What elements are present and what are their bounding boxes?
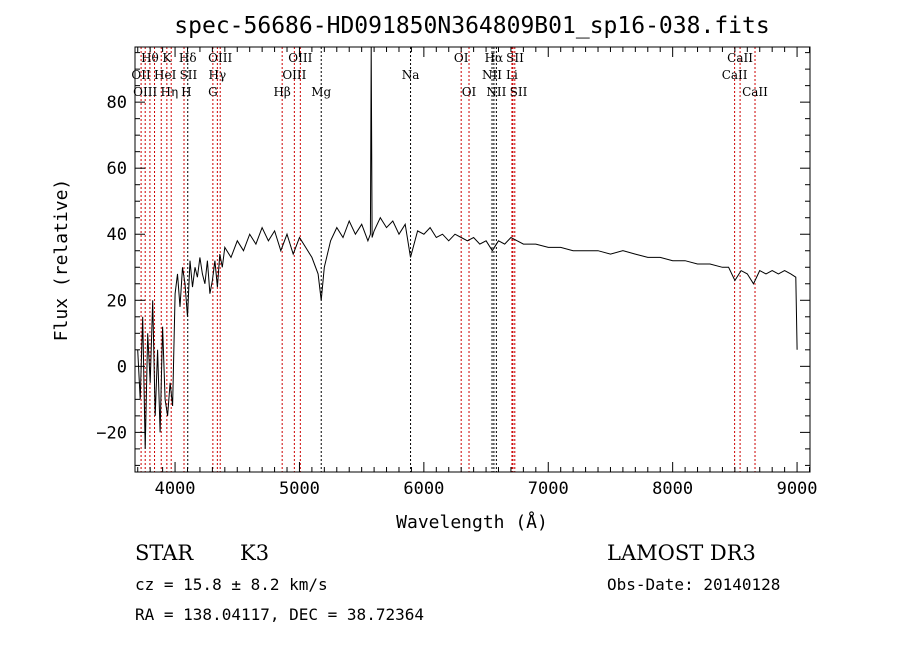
chart-title: spec-56686-HD091850N364809B01_sp16-038.f… [174,13,769,39]
object-class: STAR [135,541,194,565]
line-label: OIII [208,51,232,65]
line-label: OII [131,68,151,82]
x-tick-label: 5000 [279,479,320,499]
line-label: Hβ [273,85,290,99]
obs-date: Obs-Date: 20140128 [607,575,780,594]
line-label: G [208,85,218,99]
line-label: OIII [282,68,306,82]
x-tick-label: 4000 [155,479,196,499]
line-label: OI [454,51,469,65]
x-tick-label: 9000 [777,479,818,499]
line-label: Li [506,68,518,82]
y-tick-label: −20 [96,423,127,443]
axes: 4000 5000 6000 7000 8000 9000 −20 0 20 40 60 80 [96,47,818,499]
line-label: Na [402,68,420,82]
line-markers [140,47,756,472]
x-tick-label: 6000 [403,479,444,499]
line-label: K [162,51,172,65]
line-label: CaII [722,68,748,82]
line-label: SII [510,85,528,99]
spectrum-line [137,46,798,449]
line-label: Hγ [209,68,227,82]
line-label: Hα [485,51,504,65]
x-tick-label: 8000 [652,479,693,499]
survey-name: LAMOST DR3 [607,541,756,565]
line-label: OIII [288,51,312,65]
line-label: OI [462,85,477,99]
line-label: Mg [311,85,331,99]
line-label: Hη [160,85,178,99]
line-label: NII [486,85,506,99]
y-tick-label: 80 [107,93,127,113]
line-label: SII [180,68,198,82]
redshift-text: cz = 15.8 ± 8.2 km/s [135,575,328,594]
line-label: NII [482,68,502,82]
line-label: SII [506,51,524,65]
y-tick-label: 0 [117,357,127,377]
object-subclass: K3 [240,541,269,565]
plot-frame [134,46,811,473]
x-axis-label: Wavelength (Å) [396,511,548,533]
line-label: H [181,85,191,99]
line-label: CaII [742,85,768,99]
y-axis-label: Flux (relative) [51,179,72,342]
line-label: Hθ [141,51,159,65]
x-tick-label: 7000 [528,479,569,499]
line-label: OIII [133,85,157,99]
line-label: Hδ [179,51,197,65]
coordinates-text: RA = 138.04117, DEC = 38.72364 [135,605,424,624]
line-label: CaII [727,51,753,65]
y-tick-label: 40 [107,225,127,245]
line-label: HeI [154,68,177,82]
y-tick-label: 20 [107,291,127,311]
y-tick-label: 60 [107,159,127,179]
